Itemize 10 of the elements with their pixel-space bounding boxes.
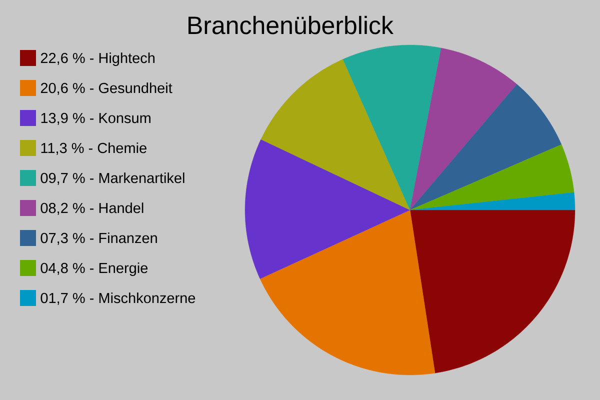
legend-label: 20,6 % - Gesundheit bbox=[40, 82, 172, 95]
legend-label: 22,6 % - Hightech bbox=[40, 52, 154, 66]
chart-title: Branchenüberblick bbox=[188, 16, 394, 34]
legend-label: 11,3 % - Chemie bbox=[41, 142, 146, 155]
legend-label: 13,9 % - Konsum bbox=[41, 112, 150, 125]
legend-label: 04,8 % - Energie bbox=[40, 262, 148, 276]
legend-label: 09,7 % - Markenartikel bbox=[40, 172, 184, 185]
legend-label: 07,3 % - Finanzen bbox=[40, 232, 157, 245]
legend-label: 01,7 % - Mischkonzerne bbox=[40, 292, 196, 305]
legend-label: 08,2 % - Handel bbox=[40, 202, 144, 215]
